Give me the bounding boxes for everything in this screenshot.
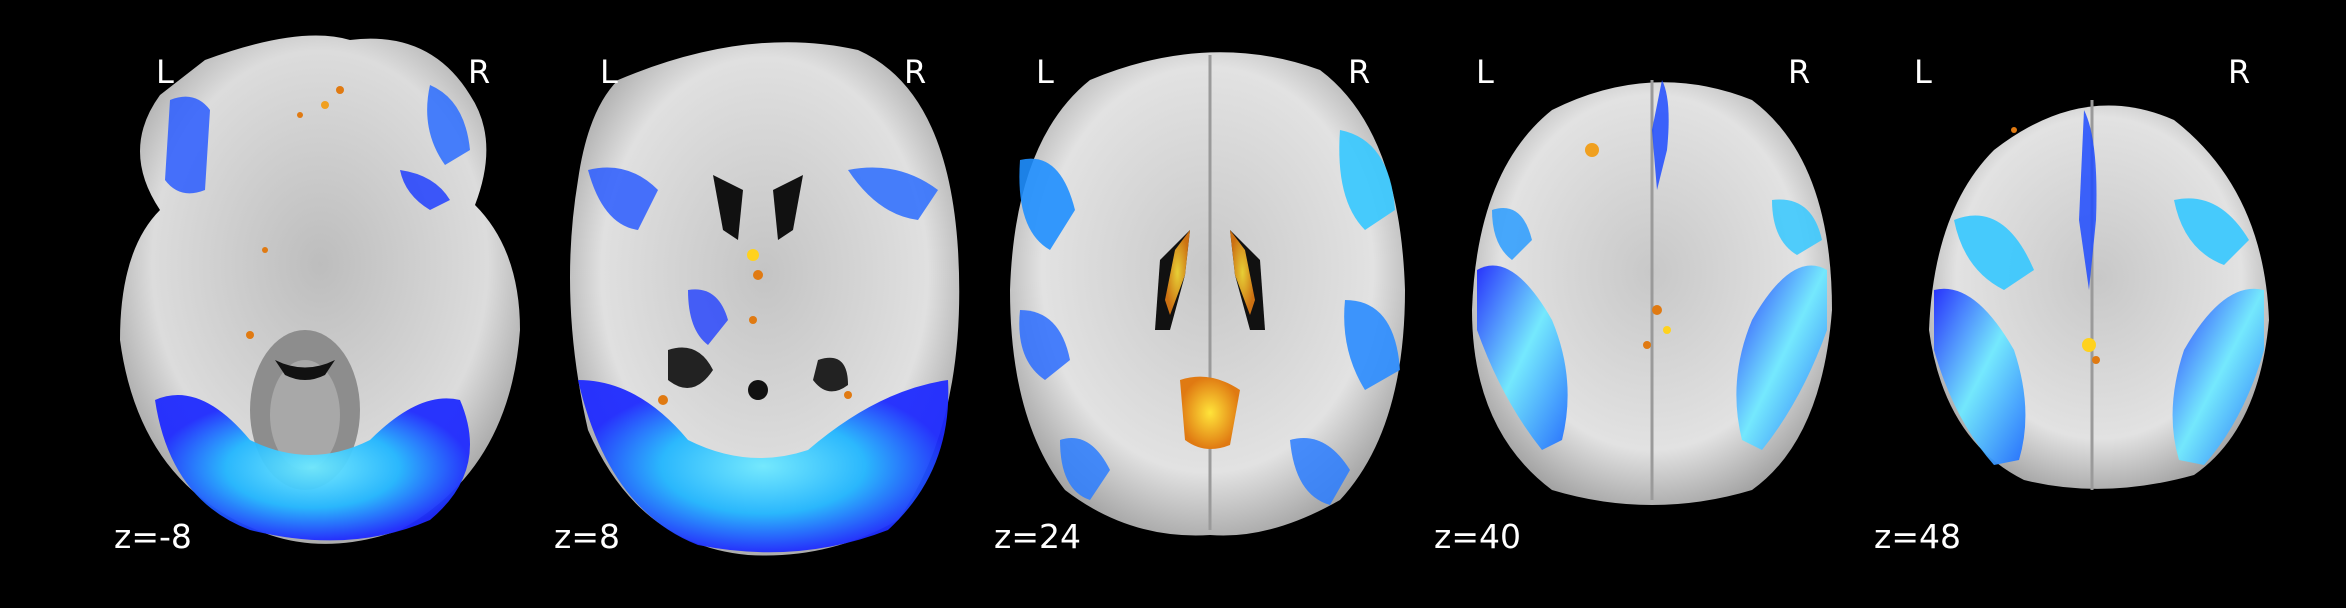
slice-image [1472,80,1832,505]
axial-slice-1: L R z=-8 [100,0,540,608]
negative-cluster [1477,265,1568,450]
right-hemisphere-label: R [904,53,927,91]
z-coordinate-label: z=40 [1434,517,1521,556]
axial-slice-3: L R z=24 [990,0,1430,608]
right-hemisphere-label: R [2228,53,2251,91]
left-hemisphere-label: L [1914,53,1932,91]
brain-tissue [1010,52,1405,536]
axial-slice-4: L R z=40 [1432,0,1872,608]
z-coordinate-label: z=48 [1874,517,1961,556]
slice-image [120,35,520,544]
right-hemisphere-label: R [468,53,491,91]
negative-cluster [1019,158,1075,250]
right-hemisphere-label: R [1348,53,1371,91]
left-hemisphere-label: L [1476,53,1494,91]
z-coordinate-label: z=8 [554,517,620,556]
z-coordinate-label: z=-8 [114,517,192,556]
slice-image [1929,100,2269,490]
axial-slice-5: L R z=48 [1874,0,2314,608]
ventricle [275,360,335,380]
left-hemisphere-label: L [1036,53,1054,91]
z-coordinate-label: z=24 [994,517,1081,556]
negative-cluster [155,395,470,541]
positive-cluster [1180,376,1240,449]
axial-slice-2: L R z=8 [548,0,988,608]
left-hemisphere-label: L [600,53,618,91]
left-hemisphere-label: L [156,53,174,91]
negative-cluster [1934,288,2026,465]
right-hemisphere-label: R [1788,53,1811,91]
slice-image [570,42,960,556]
negative-cluster [578,380,949,553]
ventricle [713,175,743,240]
slice-image [1010,52,1405,536]
